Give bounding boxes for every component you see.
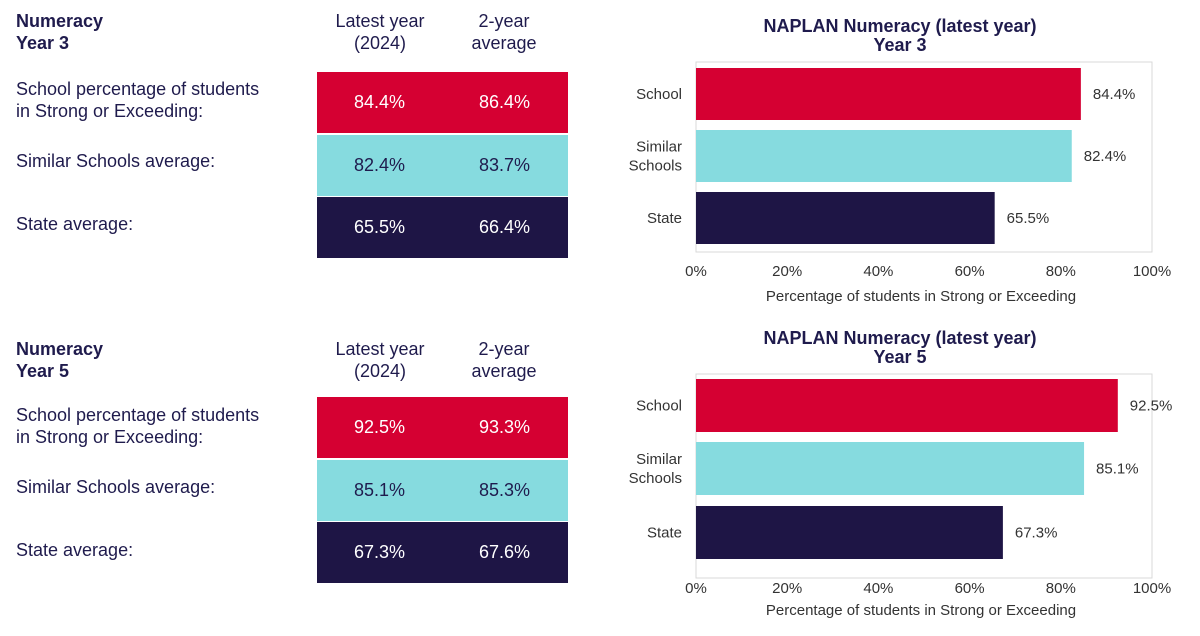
table-row-similar-schools: 82.4% 83.7% — [317, 135, 568, 196]
table-heading: Numeracy Year 5 — [16, 339, 104, 381]
x-tick-label: 40% — [863, 580, 893, 597]
bar-school — [696, 379, 1118, 432]
x-tick-label: 60% — [955, 263, 985, 280]
x-tick-label: 0% — [685, 580, 707, 597]
y-category-label: School — [636, 398, 682, 415]
y-category-label: State — [647, 210, 682, 227]
value-latest: 82.4% — [353, 155, 406, 175]
y-category-label: State — [647, 525, 682, 542]
value-latest: 84.4% — [353, 92, 406, 112]
value-2yr-avg: 93.3% — [478, 417, 531, 437]
column-header-latest-year: Latest year (2024) — [335, 11, 425, 53]
data-label: 82.4% — [1084, 148, 1127, 165]
chart-year5: NAPLAN Numeracy (latest year) Year 5 0% 2… — [600, 312, 1200, 622]
row-label-similar-schools: Similar Schools average: — [16, 477, 216, 497]
table-row-school: 84.4% 86.4% — [317, 72, 568, 133]
x-tick-label: 0% — [685, 263, 707, 280]
data-label: 85.1% — [1096, 461, 1139, 478]
row-label-school: School percentage of students in Strong … — [16, 405, 260, 447]
bar-chart-year5: 0% 20% 40% 60% 80% 100% School 92.5% Similar Scho… — [629, 373, 1173, 597]
row-label-school: School percentage of students in Strong … — [16, 79, 260, 121]
row-label-state: State average: — [16, 214, 134, 234]
x-axis-label: Percentage of students in Strong or Exce… — [765, 602, 1077, 619]
chart-title: NAPLAN Numeracy (latest year) Year 3 — [763, 16, 1037, 55]
value-2yr-avg: 85.3% — [478, 480, 531, 500]
bar-state — [696, 506, 1003, 559]
value-2yr-avg: 67.6% — [478, 542, 531, 562]
bar-similar-schools — [696, 442, 1085, 495]
x-tick-label: 100% — [1133, 580, 1171, 597]
value-latest: 67.3% — [353, 542, 406, 562]
value-latest: 85.1% — [353, 480, 406, 500]
bar-chart-year3: 0% 20% 40% 60% 80% 100% School 84.4% Similar Scho… — [629, 61, 1171, 280]
chart-year3: NAPLAN Numeracy (latest year) Year 3 0% 2… — [600, 0, 1200, 310]
x-axis-label: Percentage of students in Strong or Exce… — [765, 288, 1077, 305]
x-tick-label: 100% — [1133, 263, 1171, 280]
x-tick-label: 20% — [772, 263, 802, 280]
x-tick-label: 40% — [863, 263, 893, 280]
chart-title: NAPLAN Numeracy (latest year) Year 5 — [763, 328, 1037, 367]
table-row-state: 67.3% 67.6% — [317, 522, 568, 583]
value-latest: 92.5% — [353, 417, 406, 437]
table-row-school: 92.5% 93.3% — [317, 397, 568, 458]
bar-state — [696, 192, 995, 244]
x-tick-label: 80% — [1046, 580, 1076, 597]
value-2yr-avg: 83.7% — [478, 155, 531, 175]
bar-similar-schools — [696, 130, 1072, 182]
table-row-state: 65.5% 66.4% — [317, 197, 568, 258]
data-label: 92.5% — [1130, 398, 1173, 415]
data-label: 84.4% — [1093, 86, 1136, 103]
numeracy-year3-table: Numeracy Year 3 Latest year (2024) 2-yea… — [0, 0, 580, 300]
data-label: 65.5% — [1007, 210, 1050, 227]
value-2yr-avg: 86.4% — [478, 92, 531, 112]
x-tick-label: 20% — [772, 580, 802, 597]
numeracy-year5-table: Numeracy Year 5 Latest year (2024) 2-yea… — [0, 328, 580, 628]
x-tick-label: 60% — [955, 580, 985, 597]
value-latest: 65.5% — [353, 217, 406, 237]
value-2yr-avg: 66.4% — [478, 217, 531, 237]
column-header-2-year-average: 2-year average — [471, 11, 537, 53]
column-header-latest-year: Latest year (2024) — [335, 339, 425, 381]
column-header-2-year-average: 2-year average — [471, 339, 537, 381]
y-category-label: School — [636, 86, 682, 103]
table-row-similar-schools: 85.1% 85.3% — [317, 460, 568, 521]
data-label: 67.3% — [1015, 525, 1058, 542]
row-label-similar-schools: Similar Schools average: — [16, 151, 216, 171]
x-tick-label: 80% — [1046, 263, 1076, 280]
y-category-label: Similar Schools — [629, 139, 682, 175]
bar-school — [696, 68, 1081, 120]
row-label-state: State average: — [16, 540, 134, 560]
table-heading: Numeracy Year 3 — [16, 11, 104, 53]
y-category-label: Similar Schools — [629, 451, 682, 487]
